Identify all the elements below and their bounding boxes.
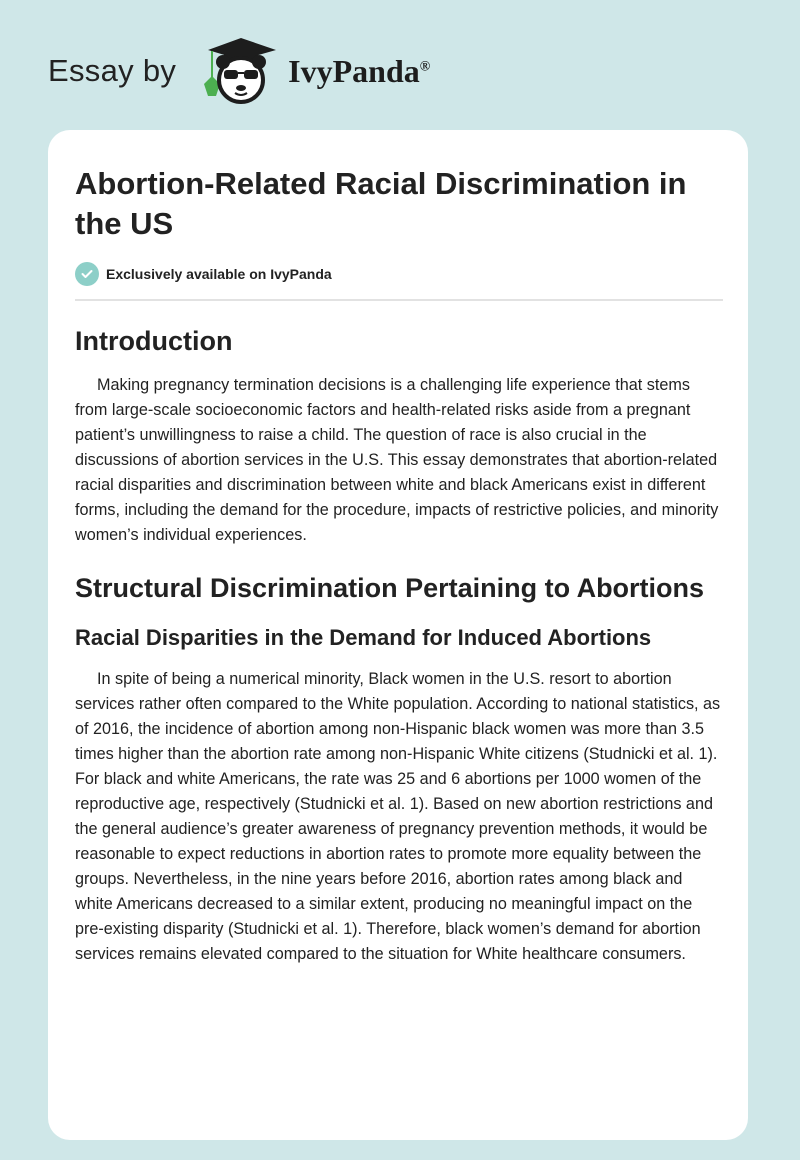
brand-text: IvyPanda	[288, 52, 420, 89]
panda-graduate-icon[interactable]	[198, 36, 284, 106]
subsection-heading: Racial Disparities in the Demand for Ind…	[75, 625, 652, 650]
registered-mark: ®	[419, 58, 431, 74]
essay-card: Abortion-Related Racial Discrimination i…	[48, 130, 748, 1140]
section-heading: Introduction	[75, 326, 233, 356]
exclusive-badge: Exclusively available on IvyPanda	[75, 260, 723, 288]
brand-name[interactable]: IvyPanda®	[288, 53, 430, 90]
page-title: Abortion-Related Racial Discrimination i…	[75, 166, 687, 241]
section-heading: Structural Discrimination Pertaining to …	[75, 573, 705, 603]
divider	[75, 299, 723, 301]
check-icon	[75, 262, 99, 286]
paragraph: In spite of being a numerical minority, …	[75, 670, 721, 963]
paragraph: Making pregnancy termination decisions i…	[75, 376, 719, 544]
exclusive-text: Exclusively available on IvyPanda	[106, 266, 332, 282]
site-header: Essay by IvyPanda®	[48, 36, 430, 106]
essay-by-label: Essay by	[48, 53, 177, 88]
